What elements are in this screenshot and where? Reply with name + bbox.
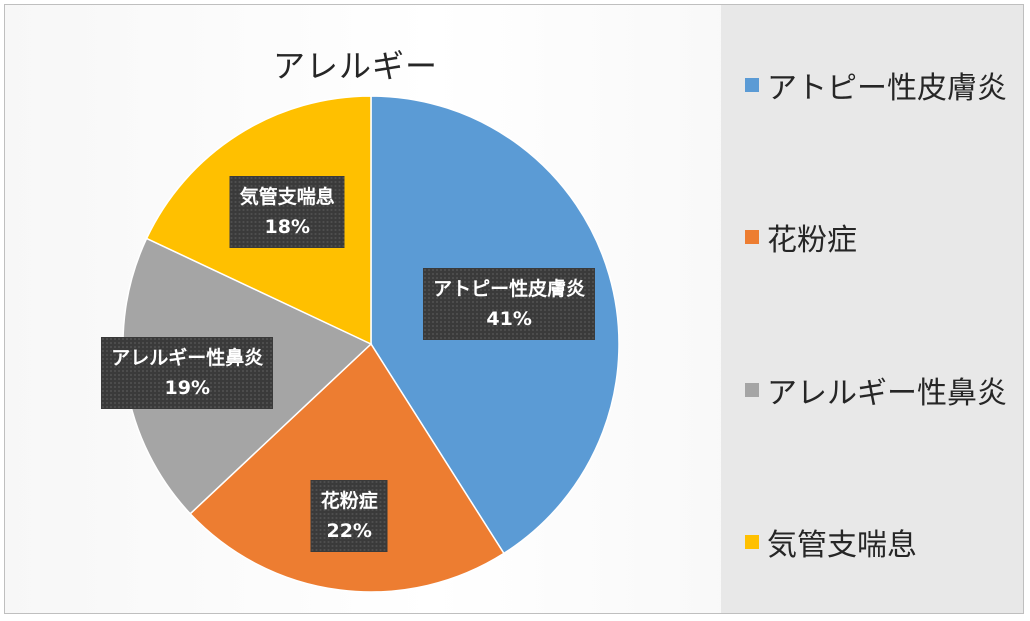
legend-label: アトピー性皮膚炎 (767, 71, 1007, 106)
legend-item: 花粉症 (745, 217, 857, 258)
legend-swatch (745, 535, 759, 549)
legend-label: アレルギー性鼻炎 (767, 376, 1007, 411)
legend-swatch (745, 383, 759, 397)
data-label-value: 22% (326, 520, 372, 543)
legend-swatch (745, 230, 759, 244)
data-label-value: 18% (264, 216, 311, 239)
data-label-category: 花粉症 (320, 490, 378, 513)
data-label-value: 19% (164, 377, 211, 400)
legend-item: アレルギー性鼻炎 (745, 370, 1007, 411)
legend-swatch (745, 78, 759, 92)
legend-label: 花粉症 (767, 223, 857, 258)
chart-title: アレルギー (273, 47, 439, 85)
data-label: アトピー性皮膚炎 41% (423, 267, 596, 340)
pie-slice (189, 342, 505, 593)
data-label-category: アトピー性皮膚炎 (433, 277, 586, 300)
data-label: アレルギー性鼻炎 19% (101, 337, 274, 410)
chart-area: アレルギー アトピー性皮膚炎 41% 花粉症 22% アレルギー性鼻炎 19% 気管支喘息 1… (4, 4, 1024, 614)
data-label: 気管支喘息 18% (229, 176, 345, 249)
legend-panel (721, 5, 1023, 613)
data-label-category: アレルギー性鼻炎 (111, 347, 264, 370)
legend-item: 気管支喘息 (745, 522, 917, 563)
data-label-category: 気管支喘息 (239, 186, 335, 209)
legend-label: 気管支喘息 (767, 528, 917, 563)
legend-item: アトピー性皮膚炎 (745, 65, 1007, 106)
data-label-value: 41% (486, 307, 532, 330)
data-label: 花粉症 22% (310, 480, 388, 553)
